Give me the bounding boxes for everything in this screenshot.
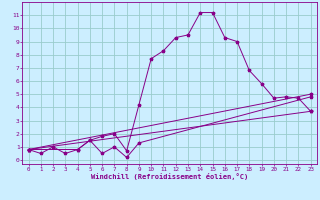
X-axis label: Windchill (Refroidissement éolien,°C): Windchill (Refroidissement éolien,°C) <box>91 173 248 180</box>
